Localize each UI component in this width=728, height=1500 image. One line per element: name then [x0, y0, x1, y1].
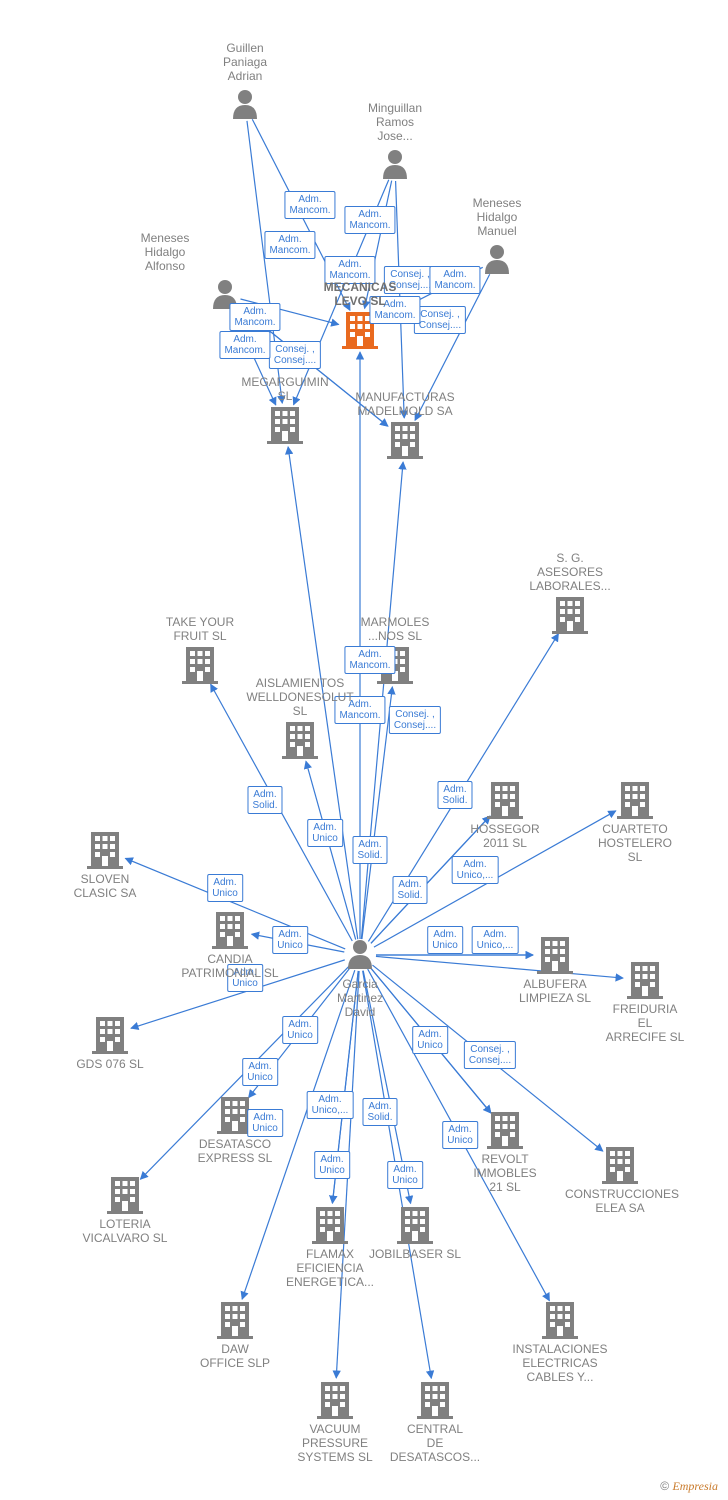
- edge: [362, 687, 392, 939]
- network-diagram: [0, 0, 728, 1500]
- edge: [249, 968, 351, 1098]
- edge: [332, 971, 358, 1203]
- building-icon[interactable]: [342, 312, 378, 349]
- copyright-brand: Empresia: [672, 1479, 718, 1493]
- edge: [288, 447, 358, 939]
- edge: [240, 299, 338, 324]
- building-icon[interactable]: [92, 1017, 128, 1054]
- building-icon[interactable]: [487, 1112, 523, 1149]
- edge: [140, 966, 348, 1179]
- building-icon[interactable]: [617, 782, 653, 819]
- edge: [363, 971, 432, 1379]
- edge: [396, 181, 405, 418]
- building-icon[interactable]: [552, 597, 588, 634]
- copyright: © Empresia: [660, 1479, 718, 1494]
- edge: [131, 960, 345, 1028]
- building-icon[interactable]: [387, 422, 423, 459]
- edge: [380, 267, 483, 320]
- person-icon[interactable]: [485, 245, 509, 274]
- edge: [372, 965, 602, 1151]
- edge: [365, 181, 392, 309]
- building-icon[interactable]: [217, 1097, 253, 1134]
- edge: [376, 956, 623, 978]
- building-icon[interactable]: [317, 1382, 353, 1419]
- edge: [232, 310, 276, 405]
- building-icon[interactable]: [282, 722, 318, 759]
- building-icon[interactable]: [537, 937, 573, 974]
- building-icon[interactable]: [602, 1147, 638, 1184]
- building-icon[interactable]: [397, 1207, 433, 1244]
- edge: [363, 971, 410, 1204]
- building-icon[interactable]: [487, 782, 523, 819]
- edge: [306, 761, 356, 939]
- person-icon[interactable]: [233, 90, 257, 119]
- edge: [336, 971, 359, 1378]
- edge: [294, 180, 389, 405]
- edge: [371, 816, 490, 943]
- building-icon[interactable]: [312, 1207, 348, 1244]
- edge: [247, 121, 282, 403]
- edge: [361, 462, 403, 939]
- person-icon[interactable]: [213, 280, 237, 309]
- edge: [242, 970, 355, 1299]
- person-icon[interactable]: [383, 150, 407, 179]
- building-icon[interactable]: [107, 1177, 143, 1214]
- building-icon[interactable]: [212, 912, 248, 949]
- person-icon[interactable]: [348, 940, 372, 969]
- building-icon[interactable]: [542, 1302, 578, 1339]
- building-icon[interactable]: [627, 962, 663, 999]
- building-icon[interactable]: [87, 832, 123, 869]
- copyright-symbol: ©: [660, 1479, 669, 1493]
- building-icon[interactable]: [417, 1382, 453, 1419]
- building-icon[interactable]: [217, 1302, 253, 1339]
- building-icon[interactable]: [267, 407, 303, 444]
- edge: [374, 811, 616, 947]
- edge: [368, 969, 550, 1301]
- building-icon[interactable]: [182, 647, 218, 684]
- building-icon[interactable]: [377, 647, 413, 684]
